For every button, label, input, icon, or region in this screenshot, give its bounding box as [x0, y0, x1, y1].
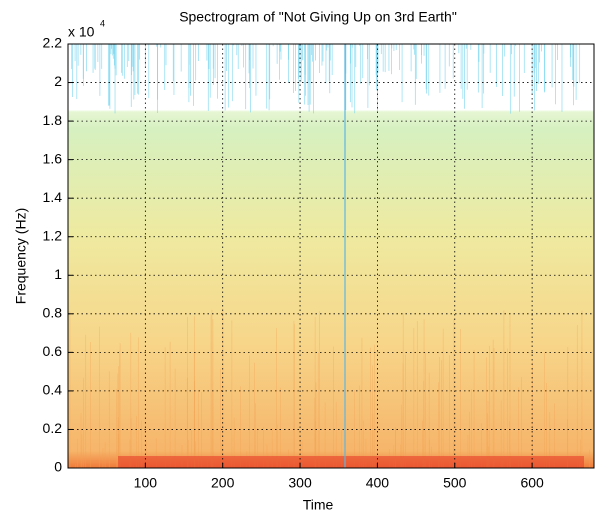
- plot-frame: [67, 43, 595, 469]
- y-tick-label: 1: [54, 266, 62, 282]
- spectrogram-field: [68, 44, 594, 468]
- x-tick-label: 600: [520, 475, 544, 491]
- x-tick-label: 400: [366, 475, 390, 491]
- x-tick-label: 300: [288, 475, 312, 491]
- y-tick-label: 2.2: [43, 35, 63, 51]
- y-tick-label: 1.4: [43, 189, 63, 205]
- spectrogram: [67, 44, 594, 468]
- x-tick-label: 500: [443, 475, 467, 491]
- y-multiplier: x 10: [68, 24, 95, 40]
- x-tick-label: 100: [134, 475, 158, 491]
- y-multiplier-exponent: 4: [100, 18, 105, 28]
- y-tick-label: 0: [54, 459, 62, 475]
- y-tick-label: 1.2: [43, 227, 63, 243]
- x-tick-label: 200: [211, 475, 235, 491]
- y-tick-label: 0.2: [43, 420, 63, 436]
- y-tick-label: 0.6: [43, 343, 63, 359]
- x-axis-label: Time: [303, 497, 334, 513]
- chart-title: Spectrogram of "Not Giving Up on 3rd Ear…: [179, 9, 457, 25]
- y-tick-label: 0.4: [43, 382, 63, 398]
- grid: [68, 43, 594, 469]
- y-tick-label: 1.6: [43, 150, 63, 166]
- y-tick-label: 1.8: [43, 112, 63, 128]
- y-tick-label: 0.8: [43, 305, 63, 321]
- y-axis-label: Frequency (Hz): [13, 208, 29, 304]
- spectrogram-texture: [118, 456, 584, 468]
- y-tick-label: 2: [54, 73, 62, 89]
